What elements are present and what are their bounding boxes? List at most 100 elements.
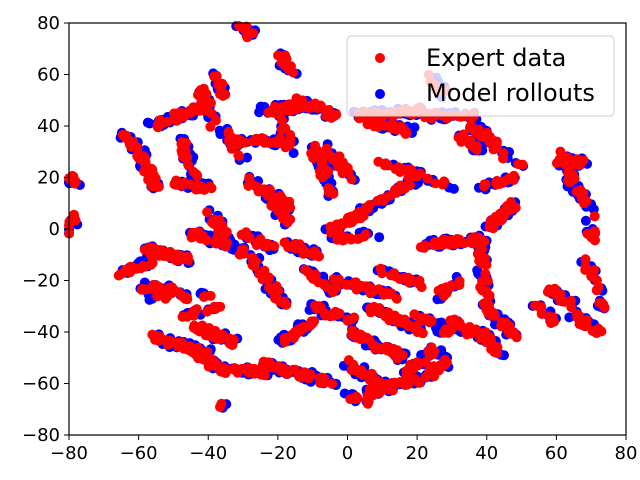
expert-data-point	[440, 358, 451, 369]
x-tick-label: 20	[406, 443, 429, 464]
expert-data-point	[419, 242, 430, 253]
expert-data-point	[333, 161, 343, 172]
expert-data-point	[197, 320, 208, 331]
expert-data-point	[479, 181, 490, 192]
expert-data-point	[377, 268, 387, 279]
expert-data-point	[203, 353, 214, 364]
expert-data-point	[180, 145, 191, 156]
expert-data-point	[327, 287, 338, 298]
y-tick-label: 60	[37, 65, 60, 86]
expert-data-point	[227, 337, 238, 348]
expert-data-point	[290, 329, 301, 340]
expert-data-point	[281, 53, 292, 64]
expert-data-point	[304, 371, 315, 382]
expert-data-point	[380, 158, 391, 169]
expert-data-point	[160, 287, 171, 298]
expert-data-point	[206, 183, 217, 194]
expert-data-point	[381, 192, 392, 203]
expert-data-point	[360, 203, 371, 213]
expert-data-point	[589, 211, 600, 222]
model-rollout-point	[580, 215, 591, 226]
expert-data-point	[268, 192, 279, 203]
expert-data-point	[594, 298, 605, 308]
expert-data-point	[162, 116, 173, 127]
expert-data-point	[203, 361, 214, 372]
expert-data-point	[179, 177, 190, 188]
expert-data-point	[416, 282, 427, 293]
expert-data-point	[243, 367, 254, 378]
expert-data-point	[189, 104, 200, 114]
expert-data-point	[266, 200, 277, 211]
expert-data-point	[412, 360, 423, 371]
expert-data-point	[144, 242, 155, 253]
expert-data-point	[456, 237, 466, 248]
y-tick-label: 80	[37, 13, 60, 34]
expert-data-point	[204, 330, 215, 341]
legend: Expert data Model rollouts	[346, 35, 615, 117]
expert-data-point	[362, 398, 373, 409]
expert-data-point	[271, 138, 282, 148]
expert-data-point	[492, 342, 503, 353]
expert-data-point	[300, 264, 311, 275]
expert-data-point	[233, 150, 244, 161]
expert-data-point	[382, 345, 393, 356]
expert-data-point	[508, 170, 519, 181]
expert-data-point	[222, 237, 232, 248]
expert-data-point	[452, 280, 463, 291]
expert-data-point	[238, 22, 249, 33]
y-tick-label: −80	[22, 425, 60, 446]
y-tick-label: −40	[22, 322, 60, 343]
expert-data-point	[283, 137, 294, 148]
expert-data-point	[501, 317, 512, 328]
expert-data-point	[580, 254, 591, 265]
expert-data-point	[326, 227, 337, 238]
expert-data-point	[345, 233, 356, 244]
expert-data-point	[488, 223, 499, 234]
expert-data-point	[200, 291, 210, 302]
x-tick-label: −40	[189, 443, 227, 464]
expert-data-point	[240, 230, 251, 241]
expert-data-point	[477, 244, 488, 254]
expert-data-point	[471, 141, 482, 151]
expert-data-point	[232, 367, 243, 378]
expert-data-point	[394, 314, 405, 325]
expert-data-point	[215, 334, 226, 345]
expert-data-point	[233, 139, 244, 150]
x-tick-label: −60	[120, 443, 158, 464]
expert-data-point	[552, 291, 562, 301]
expert-data-point	[187, 307, 198, 318]
expert-data-point	[277, 115, 287, 126]
expert-data-point	[161, 248, 172, 259]
expert-data-point	[273, 50, 284, 61]
expert-data-point	[356, 330, 367, 341]
expert-data-point	[139, 153, 150, 164]
data-points	[64, 21, 610, 413]
expert-data-point	[547, 312, 558, 323]
y-tick-label: 0	[49, 219, 60, 240]
expert-data-point	[309, 250, 320, 261]
expert-data-point	[439, 176, 450, 187]
legend-label-model: Model rollouts	[426, 79, 595, 107]
expert-data-point	[420, 357, 431, 368]
expert-data-point	[148, 279, 159, 290]
legend-marker-model	[375, 89, 385, 99]
expert-data-point	[171, 175, 182, 186]
expert-data-point	[267, 107, 278, 118]
expert-data-point	[276, 206, 287, 217]
expert-data-point	[261, 241, 272, 252]
expert-data-point	[188, 322, 199, 333]
expert-data-point	[393, 162, 404, 173]
expert-data-point	[482, 290, 493, 301]
x-axis: −80 −60 −40 −20 0 20 40 60 80	[50, 435, 637, 464]
expert-data-point	[513, 159, 524, 170]
expert-data-point	[506, 203, 516, 213]
y-tick-label: 20	[37, 168, 60, 189]
expert-data-point	[132, 142, 143, 153]
expert-data-point	[346, 174, 357, 185]
expert-data-point	[318, 376, 329, 387]
expert-data-point	[491, 141, 502, 152]
expert-data-point	[437, 240, 448, 251]
expert-data-point	[473, 232, 484, 243]
expert-data-point	[586, 232, 597, 243]
expert-data-point	[221, 227, 232, 237]
